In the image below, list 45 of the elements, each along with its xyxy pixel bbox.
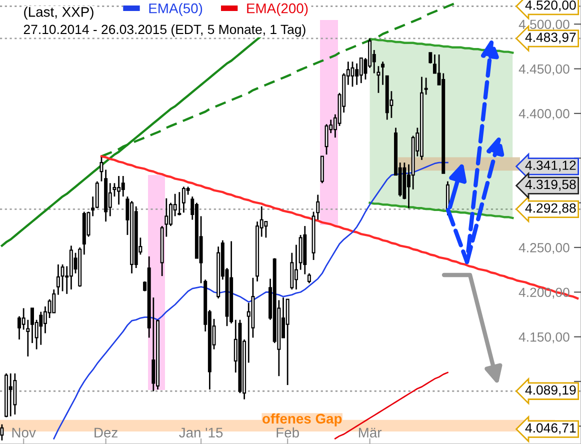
candlestick: [39, 311, 43, 346]
legend-label: EMA(200): [247, 3, 308, 16]
x-tick-label: Dez: [94, 428, 118, 438]
candlestick: [350, 60, 354, 88]
candlestick: [52, 288, 56, 314]
ref-line-label: 4.089,19: [525, 385, 576, 396]
annotation: 4.319,58: [525, 180, 576, 191]
candlestick: [359, 57, 363, 84]
band-label: offenes Gap: [262, 413, 342, 426]
candlestick: [178, 191, 182, 216]
candlestick: [100, 156, 104, 182]
candlestick: [56, 264, 60, 296]
candlestick: [121, 175, 125, 198]
chart-title: (Last, XXP): [24, 6, 94, 20]
y-tick-label: 4.250,00: [518, 243, 570, 254]
x-tick-label: Mär: [358, 428, 382, 438]
ref-line-label: 4.520,00: [525, 0, 576, 12]
candlestick: [307, 272, 311, 284]
ref-line-label: 4.292,88: [525, 203, 576, 214]
y-tick-label: 4.450,00: [518, 64, 570, 76]
text: 27.10.2014 - 26.03.2015 (EDT, 5 Monate, 1 Tag): [24, 24, 306, 37]
y-tick-label: 4.500,00: [518, 20, 570, 31]
annotation: 4.341,12: [525, 160, 576, 172]
candlestick: [324, 123, 328, 156]
candlestick: [264, 220, 268, 238]
y-tick-label: 4.150,00: [518, 332, 570, 344]
candlestick: [0, 424, 4, 442]
candlestick: [424, 77, 428, 96]
y-tick-label: 4.400,00: [518, 109, 570, 120]
candlestick: [18, 316, 22, 340]
annotation: 4.046,71: [525, 423, 576, 434]
x-tick-label: Jan '15: [179, 428, 223, 438]
line-series: [368, 202, 514, 220]
x-tick-label: Nov: [12, 428, 36, 438]
line-series: [53, 162, 448, 440]
line-series: [100, 155, 579, 300]
candlestick: [108, 182, 112, 217]
candlestick: [381, 60, 385, 86]
x-tick-label: Feb: [276, 427, 299, 438]
candlestick: [428, 52, 432, 64]
legend-label: EMA(50): [149, 3, 202, 16]
candlestick: [8, 372, 12, 417]
candlestick: [294, 244, 298, 290]
ref-line-label: 4.483,97: [525, 32, 576, 44]
candlestick: [60, 264, 64, 292]
